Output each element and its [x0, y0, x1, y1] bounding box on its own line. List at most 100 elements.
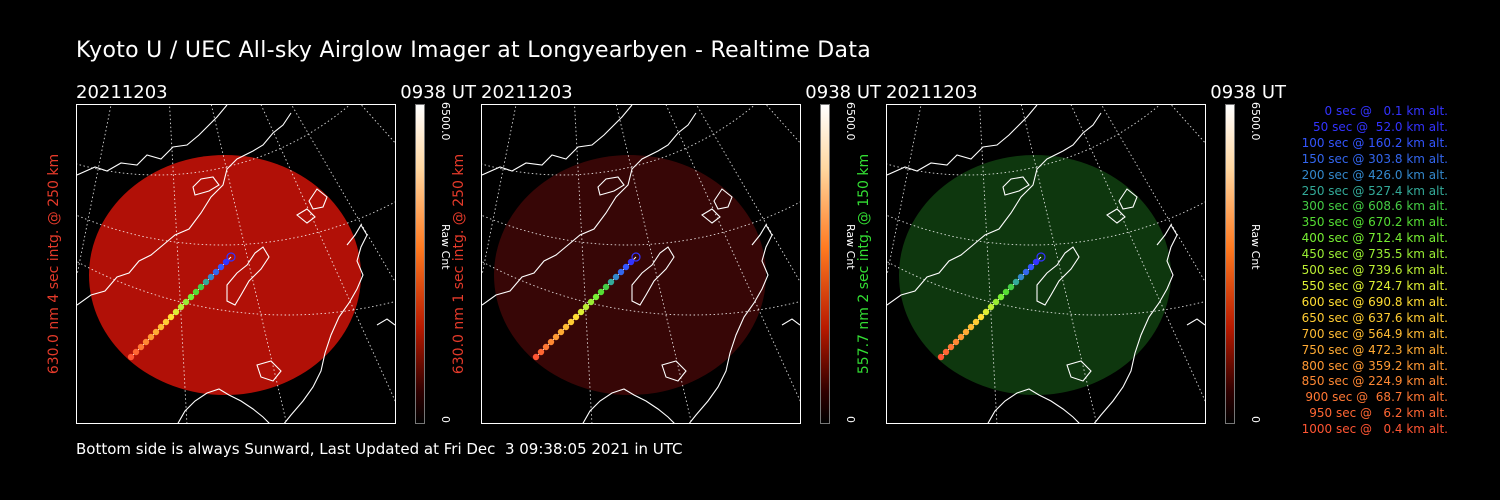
trajectory-point: [957, 333, 965, 341]
coastline: [1066, 360, 1092, 382]
trajectory-point: [947, 343, 955, 351]
trajectory-point: [182, 298, 190, 306]
colorbar-unit-label: Raw Cnt: [1249, 224, 1262, 270]
coastline: [713, 188, 733, 210]
legend-row: 150 sec @ 303.8 km alt.: [1301, 151, 1448, 166]
coastline: [1002, 176, 1030, 196]
meridian-grid-line: [260, 105, 395, 402]
trajectory-point: [547, 338, 555, 346]
legend-row: 950 sec @ 6.2 km alt.: [1309, 406, 1448, 421]
legend-row: 200 sec @ 426.0 km alt.: [1301, 167, 1448, 182]
coastline: [1186, 318, 1205, 326]
legend-row: 250 sec @ 527.4 km alt.: [1301, 183, 1448, 198]
trajectory-point: [1007, 283, 1015, 291]
latitude-grid-line: [77, 201, 395, 246]
coastline: [296, 208, 316, 224]
colorbar: [415, 104, 425, 424]
trajectory-point: [226, 252, 236, 262]
coastline: [887, 112, 1102, 306]
trajectory-point: [1017, 273, 1025, 281]
trajectory-point: [627, 258, 635, 266]
panel-ylabel: 630.0 nm 4 sec intg. @ 250 km: [46, 153, 62, 375]
trajectory-point: [132, 348, 140, 356]
coastline: [482, 112, 697, 306]
trajectory-point: [967, 323, 975, 331]
trajectory-point: [152, 328, 160, 336]
trajectory-point: [552, 333, 560, 341]
trajectory-point: [542, 343, 550, 351]
trajectory-point: [942, 348, 950, 356]
coastline: [582, 388, 675, 423]
coastline: [701, 208, 721, 224]
trajectory-point: [597, 288, 605, 296]
trajectory-point: [607, 278, 615, 286]
coastline: [1093, 223, 1178, 423]
colorbar-max-label: 6500.0: [844, 102, 857, 141]
trajectory-point: [622, 263, 630, 271]
panel-time: 0938 UT: [400, 82, 476, 103]
meridian-grid-line: [665, 105, 800, 402]
latitude-grid-line: [887, 201, 1205, 246]
trajectory-point: [177, 303, 185, 311]
allsky-map: [481, 104, 801, 424]
coastline: [482, 105, 633, 176]
legend-row: 550 sec @ 724.7 km alt.: [1301, 278, 1448, 293]
trajectory-point: [577, 308, 585, 316]
legend-row: 350 sec @ 670.2 km alt.: [1301, 215, 1448, 230]
coastline: [661, 360, 687, 382]
map-canvas: [482, 105, 800, 423]
trajectory-point: [137, 343, 145, 351]
trajectory-point: [1012, 278, 1020, 286]
panel-ylabel: 557.7 nm 2 sec intg. @ 150 km: [856, 153, 872, 375]
trajectory-time-altitude-legend: 0 sec @ 0.1 km alt. 50 sec @ 52.0 km alt.…: [1268, 104, 1448, 438]
page-title: Kyoto U / UEC All-sky Airglow Imager at …: [76, 38, 872, 63]
trajectory-point: [157, 323, 165, 331]
legend-row: 600 sec @ 690.8 km alt.: [1301, 294, 1448, 309]
panel-date: 20211203: [481, 82, 573, 103]
trajectory-point: [1036, 252, 1046, 262]
legend-row: 900 sec @ 68.7 km alt.: [1305, 390, 1448, 405]
trajectory-point: [572, 313, 580, 321]
trajectory-point: [172, 308, 180, 316]
airglow-panel-557nm-2sec: 20211203 0938 UT 557.7 nm 2 sec intg. @ …: [856, 82, 1306, 432]
trajectory-point: [142, 338, 150, 346]
coastline: [192, 176, 220, 196]
trajectory-point: [1022, 268, 1030, 276]
map-canvas: [77, 105, 395, 423]
meridian-grid-line: [1070, 105, 1205, 402]
trajectory-point: [222, 258, 230, 266]
trajectory-point: [127, 353, 135, 361]
colorbar-min-label: 0: [439, 416, 452, 423]
panel-time: 0938 UT: [1210, 82, 1286, 103]
legend-row: 450 sec @ 735.5 km alt.: [1301, 247, 1448, 262]
trajectory-point: [977, 313, 985, 321]
trajectory-point: [202, 278, 210, 286]
colorbar-max-label: 6500.0: [439, 102, 452, 141]
trajectory-point: [1027, 263, 1035, 271]
map-canvas: [887, 105, 1205, 423]
trajectory-point: [592, 293, 600, 301]
trajectory-point: [631, 252, 641, 262]
legend-row: 700 sec @ 564.9 km alt.: [1301, 326, 1448, 341]
coastline: [77, 105, 228, 176]
coastline: [688, 223, 773, 423]
latitude-grid-line: [482, 201, 800, 246]
meridian-grid-line: [765, 105, 800, 144]
panel-date: 20211203: [76, 82, 168, 103]
trajectory-point: [617, 268, 625, 276]
legend-row: 400 sec @ 712.4 km alt.: [1301, 231, 1448, 246]
allsky-map: [76, 104, 396, 424]
trajectory-point: [162, 318, 170, 326]
trajectory-point: [212, 268, 220, 276]
legend-row: 750 sec @ 472.3 km alt.: [1301, 342, 1448, 357]
trajectory-point: [587, 298, 595, 306]
legend-row: 800 sec @ 359.2 km alt.: [1301, 358, 1448, 373]
legend-row: 650 sec @ 637.6 km alt.: [1301, 310, 1448, 325]
trajectory-point: [567, 318, 575, 326]
meridian-grid-line: [360, 105, 395, 144]
trajectory-point: [192, 288, 200, 296]
coastline: [1118, 188, 1138, 210]
airglow-panel-630nm-1sec: 20211203 0938 UT 630.0 nm 1 sec intg. @ …: [451, 82, 901, 432]
trajectory-point: [982, 308, 990, 316]
